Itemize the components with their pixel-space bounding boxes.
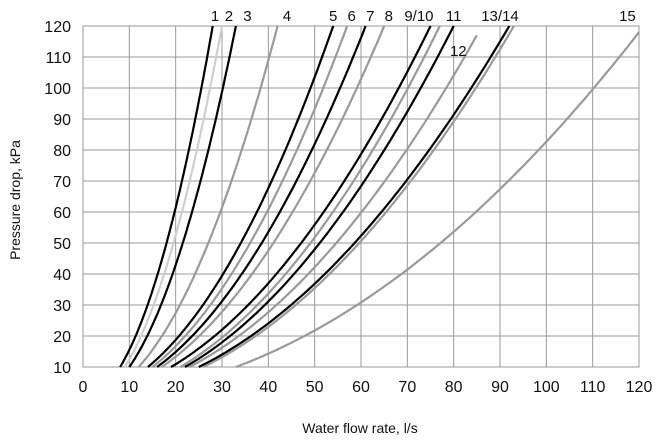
curve-9-10 [179,25,441,368]
curve-4 [137,25,279,368]
curve-5 [147,25,335,368]
curve-label: 8 [385,8,393,25]
y-tick-label: 20 [53,329,71,346]
y-tick-label: 50 [53,236,71,253]
curve-label: 2 [225,8,233,25]
y-tick-label: 70 [53,174,71,191]
y-tick-label: 120 [44,19,71,36]
x-tick-label: 50 [306,379,324,396]
grid-lines [82,25,640,368]
x-tick-label: 60 [352,379,370,396]
curve-label: 3 [243,8,251,25]
curve-label: 6 [348,8,356,25]
curve-15 [235,31,640,369]
x-tick-label: 80 [445,379,463,396]
plot-frame [82,25,640,368]
curve-label: 1 [211,8,219,25]
curve-13-14 [203,25,515,368]
y-axis-ticks: 10 20 30 40 50 60 70 80 90 100 110 120 [44,19,71,377]
y-tick-label: 30 [53,298,71,315]
x-tick-label: 10 [120,379,138,396]
curve-label: 12 [450,43,467,60]
x-tick-label: 110 [580,379,606,396]
x-axis-ticks: 0 10 20 30 40 50 60 70 80 90 100 110 120 [79,379,653,396]
y-tick-label: 40 [53,267,71,284]
curve-label: 4 [283,8,291,25]
x-tick-label: 90 [491,379,509,396]
y-tick-label: 10 [53,360,71,377]
curve-label: 5 [329,8,337,25]
curve-7 [156,25,367,368]
curve-12 [189,34,478,368]
curve-label: 15 [619,8,636,25]
y-tick-label: 100 [44,81,71,98]
x-axis-title: Water flow rate, l/s [302,420,417,436]
curve-9-10 [170,25,432,368]
curve-3 [128,25,237,368]
y-tick-label: 110 [45,50,71,67]
curves-group [119,25,640,369]
x-tick-label: 30 [213,379,231,396]
y-tick-label: 80 [53,143,71,160]
x-tick-label: 120 [626,379,653,396]
x-tick-label: 70 [398,379,416,396]
curve-2 [123,25,224,368]
x-tick-label: 0 [79,379,88,396]
curve-label: 9/10 [404,8,433,25]
x-tick-label: 20 [167,379,185,396]
curve-label: 13/14 [481,8,519,25]
curve-8 [161,25,386,368]
x-tick-label: 100 [533,379,560,396]
curve-6 [151,25,349,368]
curve-label: 11 [446,8,462,25]
curve-11 [184,25,455,368]
y-tick-label: 60 [53,205,71,222]
y-axis-title: Pressure drop, kPa [7,140,23,260]
x-tick-label: 40 [259,379,277,396]
curve-1 [119,25,214,368]
curve-label: 7 [366,8,374,25]
curve-13-14 [198,25,511,368]
y-tick-label: 90 [53,112,71,129]
